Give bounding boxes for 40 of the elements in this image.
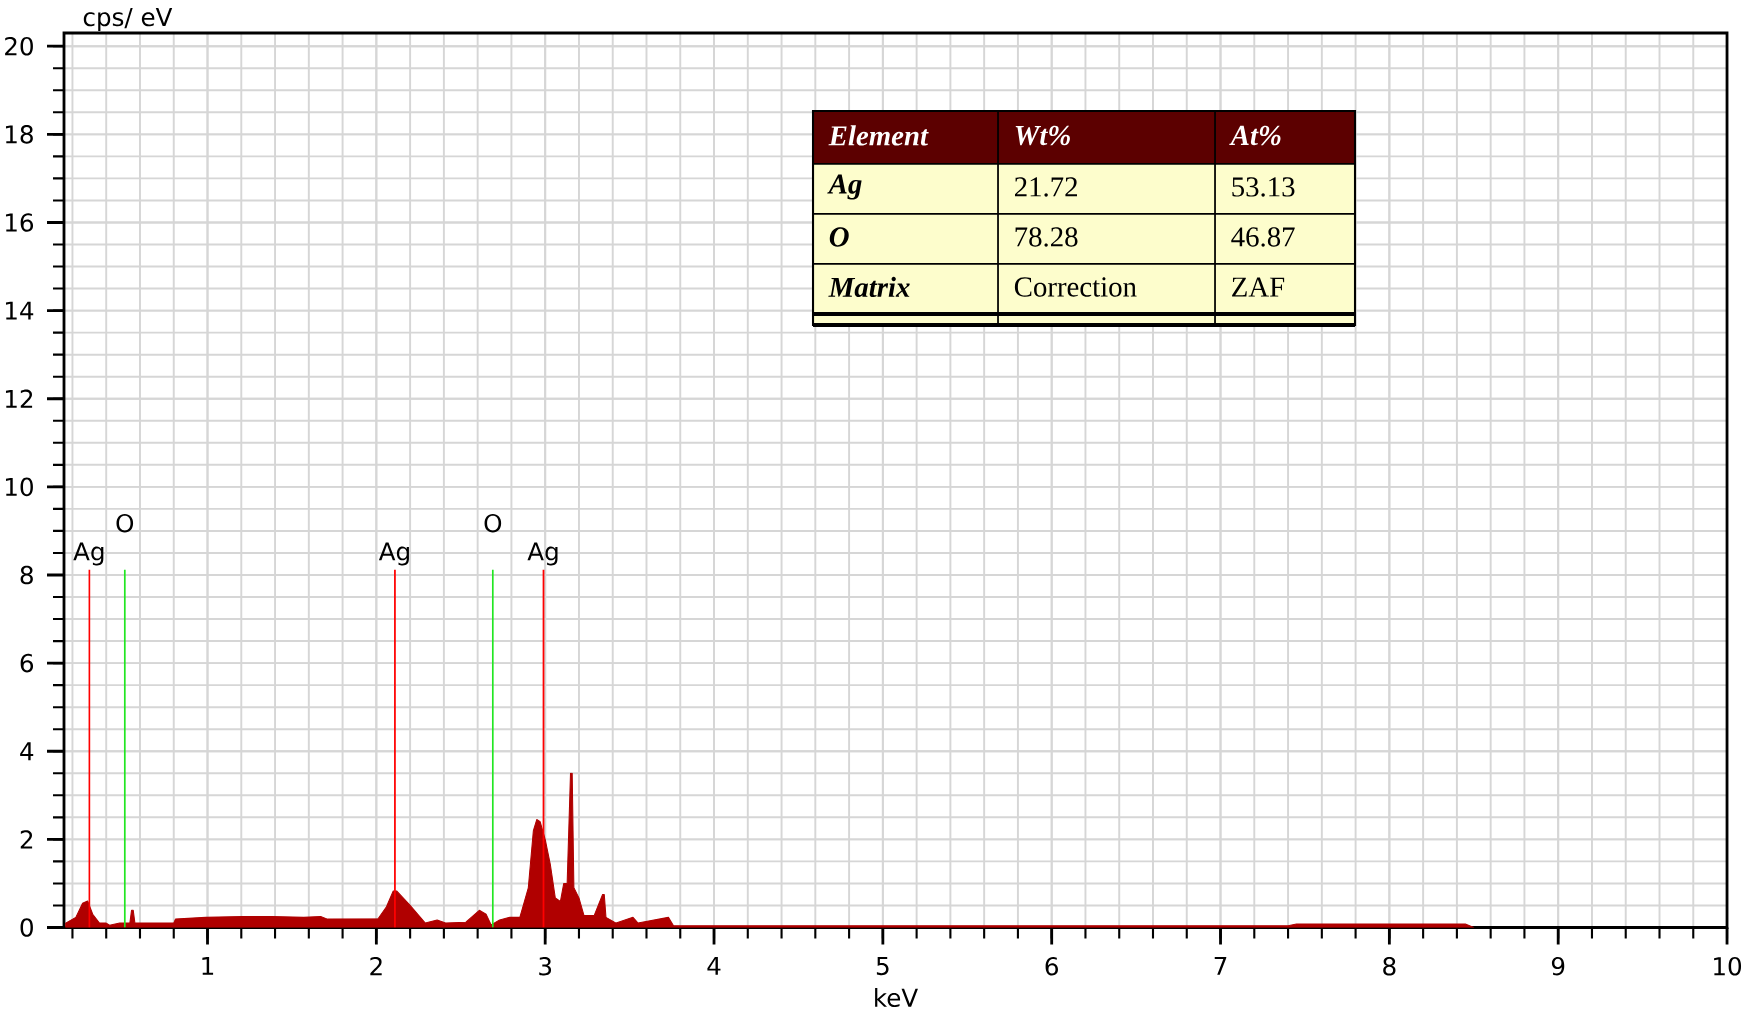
ref-line-label: Ag [73, 542, 104, 566]
annotation: Matrix [828, 276, 910, 298]
y-tick-label: 14 [5, 301, 34, 320]
annotation: O [829, 227, 849, 247]
annotation: ZAF [1232, 277, 1285, 297]
annotation: Element [828, 125, 929, 146]
annotation: Wt% [1015, 125, 1070, 146]
y-tick-label: 20 [5, 36, 33, 56]
x-tick-label: 2 [370, 956, 382, 976]
ref-line-label: Ag [527, 542, 558, 566]
y-tick-label: 8 [20, 565, 33, 585]
x-tick-label: 8 [1383, 956, 1396, 976]
y-tick-label: 2 [20, 830, 33, 849]
y-tick-label: 12 [5, 389, 33, 408]
x-tick-label: 4 [707, 956, 721, 975]
annotation: At% [1229, 125, 1281, 146]
y-tick-label: 4 [20, 742, 34, 761]
y-tick-label: 18 [5, 125, 33, 144]
x-tick-label: 1 [202, 956, 214, 975]
ref-line-label: O [116, 513, 134, 533]
annotation: Ag [827, 174, 862, 200]
x-tick-label: 6 [1045, 956, 1058, 976]
x-tick-label: 3 [539, 956, 552, 976]
ref-line-label: O [484, 513, 502, 533]
x-tick-label: 10 [1714, 956, 1742, 976]
y-axis-title: cps/ eV [83, 8, 173, 32]
ref-line-label: Ag [378, 542, 409, 566]
x-axis-title: keV [875, 987, 918, 1007]
y-tick-label: 0 [20, 918, 33, 937]
x-tick-label: 9 [1551, 956, 1565, 976]
x-tick-label: 7 [1214, 956, 1227, 975]
annotation: 78.28 [1015, 227, 1078, 247]
annotation: 46.87 [1231, 227, 1295, 247]
x-tick-label: 5 [876, 956, 889, 976]
annotation: 21.72 [1014, 177, 1077, 197]
y-tick-label: 10 [5, 477, 33, 497]
y-tick-label: 6 [20, 653, 34, 673]
annotation: Correction [1014, 277, 1137, 297]
annotation: 53.13 [1232, 177, 1295, 197]
y-tick-label: 16 [5, 213, 34, 232]
